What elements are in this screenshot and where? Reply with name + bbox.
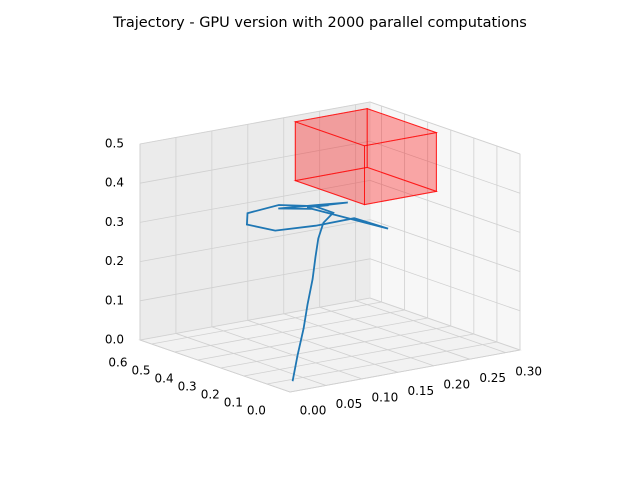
y-tick-label: 0.5 [131,364,150,378]
z-tick-label: 0.5 [105,137,124,151]
y-tick-label: 0.6 [108,356,127,370]
y-tick-label: 0.0 [247,404,266,418]
grid-line [220,325,451,369]
grid-line [369,297,521,351]
grid-line [139,140,371,184]
z-tick-label: 0.4 [105,176,124,190]
y-tick-label: 0.1 [224,396,243,410]
grid-line [139,101,371,145]
z-tick-label: 0.2 [105,254,124,268]
grid-line [369,101,521,155]
x-tick-label: 0.20 [443,377,470,391]
y-axis-line [139,339,291,393]
chart-title: Trajectory - GPU version with 2000 paral… [112,15,527,31]
x-tick-label: 0.15 [407,384,434,398]
y-tick-label: 0.4 [155,372,174,386]
grid-line [151,301,382,345]
x-tick-label: 0.25 [479,371,506,385]
y-tick-label: 0.3 [178,380,197,394]
x-axis-line [289,349,521,393]
grid-line [211,326,363,380]
y-tick-label: 0.2 [201,388,220,402]
grid-line [283,313,434,367]
grid-line [355,300,506,354]
grid-line [319,306,470,360]
grid-line [174,309,405,353]
x-tick-label: 0.05 [336,397,363,411]
grid-line [266,341,497,385]
grid-line [139,258,371,302]
z-tick-label: 0.0 [105,333,124,347]
grid-line [243,333,474,377]
grid-line [139,297,371,341]
obstacle-face [366,107,437,193]
x-tick-label: 0.30 [515,364,542,378]
grid-line [247,319,398,373]
grid-line [369,140,521,194]
grid-line [369,180,521,233]
grid-line [139,180,371,223]
z-tick-label: 0.1 [105,293,124,307]
x-tick-label: 0.10 [372,391,399,405]
grid-line [369,219,521,272]
obstacle-face [294,121,365,206]
grid-line [139,219,371,262]
x-tick-label: 0.00 [300,404,327,418]
grid-line [175,333,327,386]
grid-line [197,317,428,361]
z-tick-label: 0.3 [105,215,124,229]
trajectory [245,201,389,382]
grid-line [369,258,521,312]
